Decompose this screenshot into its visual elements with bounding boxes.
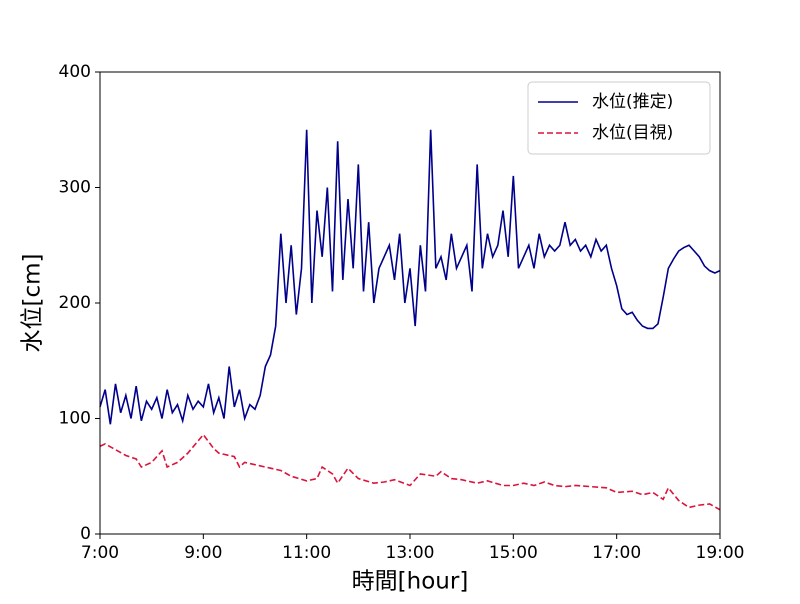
data-line xyxy=(99,433,721,511)
x-tick-label: 9:00 xyxy=(184,543,222,563)
y-tick-label: 100 xyxy=(59,409,91,429)
y-tick-label: 200 xyxy=(59,293,91,313)
data-line xyxy=(99,129,721,425)
y-tick-label: 400 xyxy=(59,62,91,82)
y-tick-label: 300 xyxy=(59,178,91,198)
x-tick-label: 13:00 xyxy=(386,543,435,563)
x-tick-label: 19:00 xyxy=(696,543,745,563)
x-tick-label: 11:00 xyxy=(282,543,331,563)
x-axis-label: 時間[hour] xyxy=(352,569,469,595)
x-tick-label: 7:00 xyxy=(81,543,119,563)
x-tick-label: 17:00 xyxy=(592,543,641,563)
y-axis-label: 水位[cm] xyxy=(20,254,46,353)
legend-label: 水位(目視) xyxy=(592,123,673,143)
legend-box xyxy=(527,81,711,155)
legend-label: 水位(推定) xyxy=(592,92,673,112)
y-tick-label: 0 xyxy=(80,524,91,544)
plot-frame xyxy=(99,71,721,535)
x-tick-label: 15:00 xyxy=(489,543,538,563)
